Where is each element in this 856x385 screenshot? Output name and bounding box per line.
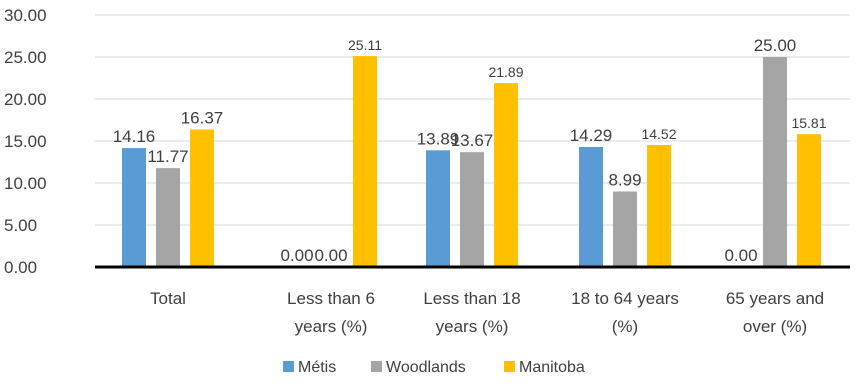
data-label: 0.00 [314, 246, 347, 265]
legend-swatch [283, 361, 294, 372]
bar [647, 145, 671, 267]
y-tick-label: 30.00 [4, 6, 47, 25]
data-labels: 14.16 0.00 13.89 14.29 0.00 11.77 0.00 13.67 8.9… [113, 36, 827, 265]
data-label: 16.37 [181, 108, 224, 127]
legend-item: Woodlands [371, 359, 466, 376]
legend-label: Métis [298, 359, 336, 376]
bar [494, 83, 518, 268]
category-label: Less than 18 [423, 289, 520, 308]
bar [426, 150, 450, 267]
y-axis-ticks: 0.00 5.00 10.00 15.00 20.00 25.00 30.00 [4, 6, 47, 277]
data-label: 8.99 [608, 170, 641, 189]
bar [122, 148, 146, 267]
category-label: 65 years and [726, 289, 824, 308]
data-label: 11.77 [147, 147, 188, 166]
y-tick-label: 25.00 [4, 48, 47, 67]
gridlines [95, 14, 850, 226]
legend-item: Métis [283, 359, 336, 376]
bars [122, 56, 821, 268]
data-label: 14.16 [113, 127, 156, 146]
category-label: Less than 6 [287, 289, 375, 308]
data-label: 14.29 [570, 126, 613, 145]
data-label: 0.00 [724, 246, 757, 265]
legend-label: Manitoba [519, 359, 585, 376]
bar [579, 146, 603, 267]
bar [613, 191, 637, 267]
bar [763, 57, 787, 267]
category-label: Total [150, 289, 186, 308]
category-label: years (%) [295, 317, 368, 336]
bar [797, 134, 821, 267]
x-axis-categories: Total Less than 6 years (%) Less than 18 yea… [150, 289, 824, 336]
category-label: years (%) [436, 317, 509, 336]
y-tick-label: 20.00 [4, 90, 47, 109]
y-tick-label: 0.00 [4, 258, 37, 277]
legend: Métis Woodlands Manitoba [283, 359, 585, 376]
bar [460, 152, 484, 267]
data-label: 13.67 [451, 131, 494, 150]
legend-item: Manitoba [504, 359, 585, 376]
bar [156, 168, 180, 267]
category-label: over (%) [743, 317, 807, 336]
bar [190, 129, 214, 267]
y-tick-label: 5.00 [4, 216, 37, 235]
legend-swatch [371, 361, 382, 372]
data-label: 13.89 [417, 129, 460, 148]
data-label: 15.81 [791, 115, 826, 131]
legend-label: Woodlands [386, 359, 466, 376]
bar [353, 56, 377, 267]
data-label: 25.11 [348, 37, 382, 53]
data-label: 25.00 [754, 36, 797, 55]
data-label: 21.89 [488, 64, 523, 80]
category-label: (%) [612, 317, 638, 336]
legend-swatch [504, 361, 515, 372]
data-label: 14.52 [641, 126, 676, 142]
y-tick-label: 15.00 [4, 132, 47, 151]
category-label: 18 to 64 years [571, 289, 679, 308]
y-tick-label: 10.00 [4, 174, 47, 193]
data-label: 0.00 [280, 246, 313, 265]
